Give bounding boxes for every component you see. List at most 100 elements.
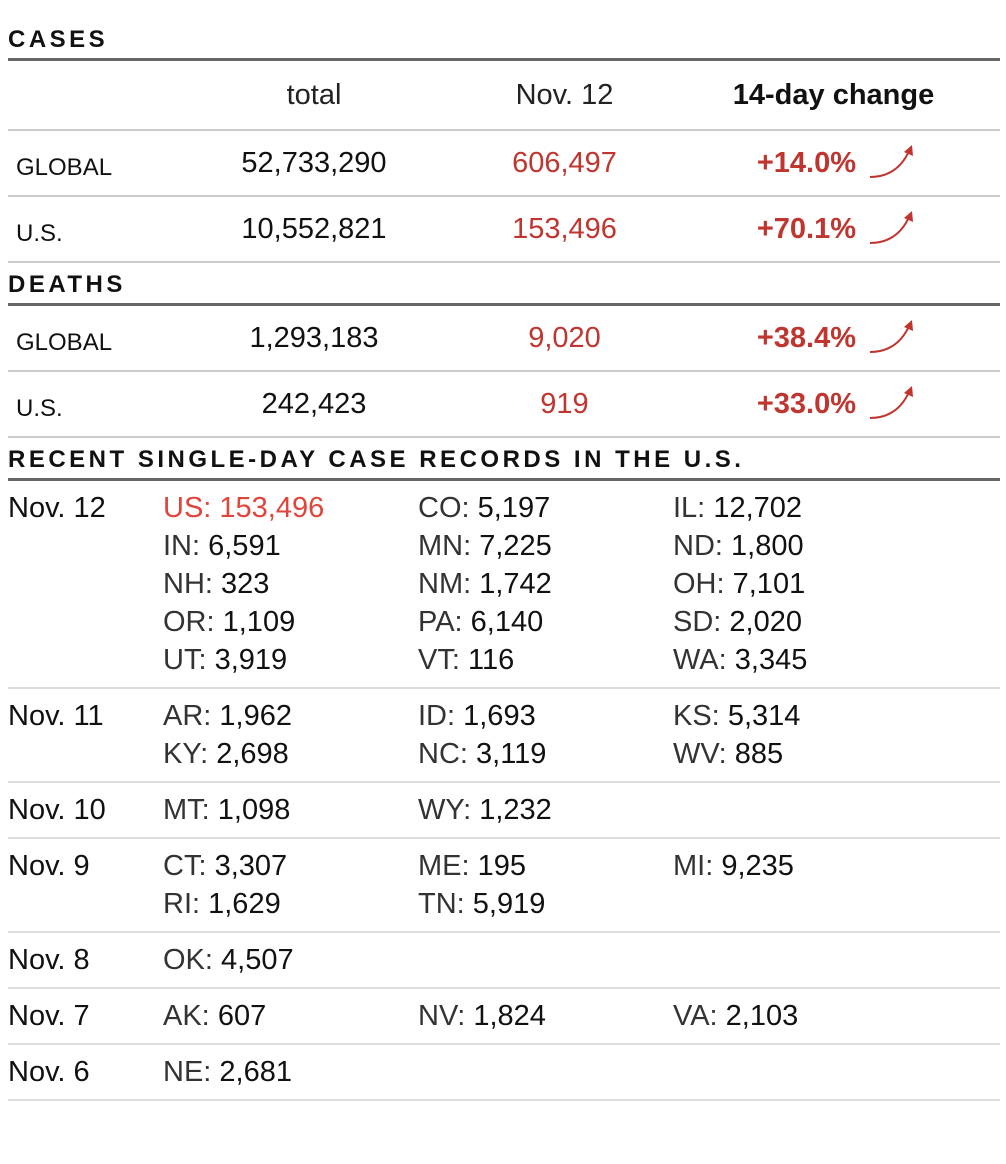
record-entry: NH: 323 <box>163 565 418 603</box>
state-label: KY: <box>163 738 209 770</box>
state-label: MN: <box>418 530 472 562</box>
record-grid: US: 153,496 CO: 5,197 IL: 12,702 IN: 6,591 M… <box>163 489 928 679</box>
total-value: 10,552,821 <box>241 212 387 245</box>
day-value: 9,020 <box>528 321 601 354</box>
state-label: ND: <box>673 530 723 562</box>
change-value: +38.4% <box>756 321 856 354</box>
change-value: +33.0% <box>756 387 856 420</box>
state-label: IL: <box>673 492 706 524</box>
state-count: 3,307 <box>214 850 288 882</box>
col-header: Nov. 12 <box>515 78 614 111</box>
record-entry: CO: 5,197 <box>418 489 673 527</box>
record-entry: MT: 1,098 <box>163 791 418 829</box>
state-label: CO: <box>418 492 470 524</box>
record-entry: NV: 1,824 <box>418 997 673 1035</box>
trend-arrow <box>869 145 913 178</box>
state-label: WV: <box>673 738 727 770</box>
state-count: 6,591 <box>208 530 281 562</box>
record-entry: NC: 3,119 <box>418 735 673 773</box>
table-row: U.S. 242,423 919 +33.0% <box>8 372 1000 438</box>
record-date: Nov. 8 <box>8 944 90 976</box>
total-value: 52,733,290 <box>241 146 387 179</box>
state-count: 2,020 <box>729 606 802 638</box>
record-entry: VA: 2,103 <box>673 997 928 1035</box>
day-value: 153,496 <box>512 212 617 245</box>
state-label: ID: <box>418 700 456 732</box>
state-count: 1,693 <box>463 700 536 732</box>
record-entry: NE: 2,681 <box>163 1053 418 1091</box>
record-entry: CT: 3,307 <box>163 847 418 885</box>
change-cell: +14.0% <box>715 143 1000 183</box>
state-label: MI: <box>673 850 714 882</box>
state-label: WY: <box>418 794 472 826</box>
state-label: VT: <box>418 644 460 676</box>
state-label: OH: <box>673 568 725 600</box>
state-label: WA: <box>673 644 727 676</box>
col-header: 14-day change <box>732 78 935 111</box>
record-date: Nov. 9 <box>8 850 90 882</box>
state-count: 1,232 <box>479 794 552 826</box>
state-count: 2,698 <box>216 738 289 770</box>
record-entry: AK: 607 <box>163 997 418 1035</box>
state-count: 5,197 <box>477 492 551 524</box>
state-count: 6,140 <box>470 606 544 638</box>
row-label: U.S. <box>16 220 63 247</box>
spacer <box>8 90 214 100</box>
state-label: OK: <box>163 944 213 976</box>
col-header: total <box>286 78 342 111</box>
state-count: 7,101 <box>732 568 806 600</box>
state-count: 4,507 <box>221 944 294 976</box>
state-count: 7,225 <box>479 530 552 562</box>
state-count: 885 <box>734 738 784 770</box>
record-entry: US: 153,496 <box>163 489 418 527</box>
change-cell: +70.1% <box>715 209 1000 249</box>
record-grid: OK: 4,507 <box>163 941 928 979</box>
row-label: U.S. <box>16 395 63 422</box>
state-count: 116 <box>467 644 515 676</box>
record-entry: TN: 5,919 <box>418 885 673 923</box>
record-grid: AK: 607 NV: 1,824 VA: 2,103 <box>163 997 928 1035</box>
state-label: KS: <box>673 700 720 732</box>
record-grid: CT: 3,307 ME: 195 MI: 9,235 RI: 1,629 TN: 5,… <box>163 847 928 923</box>
record-entry: PA: 6,140 <box>418 603 673 641</box>
record-entry: OK: 4,507 <box>163 941 418 979</box>
record-entry: IN: 6,591 <box>163 527 418 565</box>
state-count: 3,119 <box>476 738 547 770</box>
record-entry: MN: 7,225 <box>418 527 673 565</box>
record-day: Nov. 9 CT: 3,307 ME: 195 MI: 9,235 RI: 1,629… <box>8 839 1000 933</box>
state-label: UT: <box>163 644 207 676</box>
state-label: AK: <box>163 1000 210 1032</box>
state-label: NH: <box>163 568 213 600</box>
record-entry: RI: 1,629 <box>163 885 418 923</box>
record-entry: ND: 1,800 <box>673 527 928 565</box>
section-title: DEATHS <box>8 263 1000 306</box>
state-label: ME: <box>418 850 470 882</box>
state-count: 607 <box>217 1000 267 1032</box>
record-entry: WA: 3,345 <box>673 641 928 679</box>
state-count: 1,962 <box>219 700 292 732</box>
state-count: 5,919 <box>472 888 546 920</box>
page: CASES total Nov. 12 14-day change GLOBAL 52,7… <box>8 0 1000 1101</box>
table-row: GLOBAL 1,293,183 9,020 +38.4% <box>8 306 1000 372</box>
state-count: 1,742 <box>479 568 552 600</box>
state-count: 2,103 <box>725 1000 799 1032</box>
record-date: Nov. 10 <box>8 794 106 826</box>
record-entry: OH: 7,101 <box>673 565 928 603</box>
record-date: Nov. 12 <box>8 492 106 524</box>
state-label: MT: <box>163 794 210 826</box>
record-entry: UT: 3,919 <box>163 641 418 679</box>
section-title: CASES <box>8 0 1000 61</box>
change-cell: +38.4% <box>715 318 1000 358</box>
state-label: OR: <box>163 606 215 638</box>
record-day: Nov. 8 OK: 4,507 <box>8 933 1000 989</box>
record-entry: SD: 2,020 <box>673 603 928 641</box>
record-day: Nov. 11 AR: 1,962 ID: 1,693 KS: 5,314 KY: 2,… <box>8 689 1000 783</box>
record-entry: ID: 1,693 <box>418 697 673 735</box>
state-label: AR: <box>163 700 212 732</box>
record-entry: MI: 9,235 <box>673 847 928 885</box>
record-entry: ME: 195 <box>418 847 673 885</box>
total-value: 1,293,183 <box>249 321 379 354</box>
trend-arrow <box>869 386 913 419</box>
state-label: NE: <box>163 1056 212 1088</box>
state-count: 323 <box>221 568 270 600</box>
